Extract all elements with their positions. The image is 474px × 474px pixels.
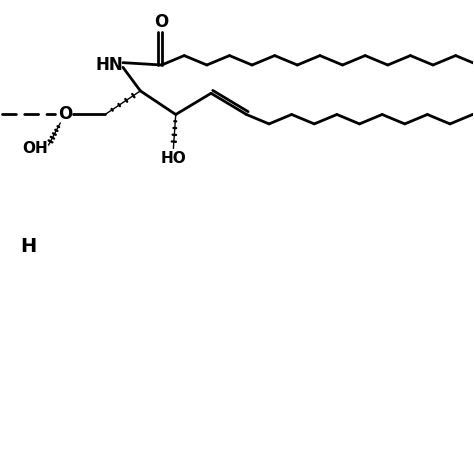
Text: O: O: [58, 106, 72, 124]
Text: HO: HO: [161, 151, 186, 166]
Text: HN: HN: [96, 56, 124, 74]
Text: O: O: [155, 13, 169, 31]
Text: OH: OH: [22, 141, 48, 156]
Text: H: H: [20, 237, 36, 256]
